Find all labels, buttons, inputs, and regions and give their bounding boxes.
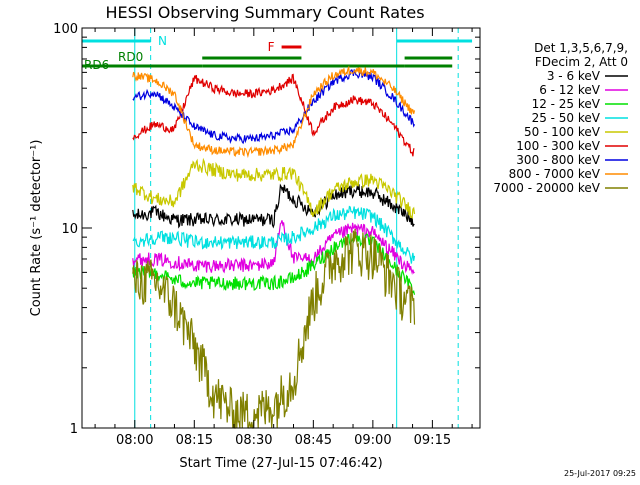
x-tick-label: 08:00: [116, 433, 153, 448]
legend-entry-label: 6 - 12 keV: [539, 83, 601, 97]
legend-entry-label: 3 - 6 keV: [547, 69, 601, 83]
series-line: [132, 65, 416, 159]
y-axis-label: Count Rate (s⁻¹ detector⁻¹): [29, 140, 44, 317]
flare-flag-label: F: [268, 40, 275, 54]
series-line: [132, 73, 415, 157]
legend-header-line-1: Det 1,3,5,6,7,9,: [534, 41, 628, 55]
chart-title: HESSI Observing Summary Count Rates: [105, 3, 424, 22]
x-axis-label: Start Time (27-Jul-15 07:46:42): [179, 456, 382, 471]
x-tick-label: 08:30: [235, 433, 272, 448]
x-tick-label: 09:15: [414, 433, 451, 448]
series-line: [132, 69, 416, 145]
y-tick-label: 1: [70, 422, 78, 437]
legend-entry-label: 7000 - 20000 keV: [493, 181, 600, 195]
x-tick-label: 09:00: [354, 433, 391, 448]
series-line: [132, 231, 416, 295]
legend-entry-label: 50 - 100 keV: [524, 125, 601, 139]
legend-entry-label: 25 - 50 keV: [532, 111, 601, 125]
series-line: [132, 228, 416, 429]
series-line: [132, 183, 415, 229]
series-line: [132, 157, 416, 220]
x-tick-label: 08:15: [176, 433, 213, 448]
series-layer: [132, 65, 416, 429]
legend-entry-label: 100 - 300 keV: [516, 139, 600, 153]
legend: Det 1,3,5,6,7,9, FDecim 2, Att 0 3 - 6 k…: [493, 41, 628, 195]
legend-header-line-2: FDecim 2, Att 0: [535, 55, 628, 69]
y-axis: 1 10 100: [53, 22, 480, 437]
series-line: [132, 205, 416, 264]
x-tick-label: 08:45: [295, 433, 332, 448]
y-tick-label: 100: [53, 22, 78, 37]
series-line: [132, 220, 415, 276]
footer-timestamp: 25-Jul-2017 09:25: [564, 469, 636, 478]
x-axis: 08:00 08:15 08:30 08:45 09:00 09:15: [94, 28, 473, 448]
rd0-flag-label: RD0: [118, 50, 143, 64]
legend-entry-label: 300 - 800 keV: [516, 153, 600, 167]
legend-entry-label: 12 - 25 keV: [532, 97, 601, 111]
night-flag-label: N: [158, 34, 167, 48]
y-tick-label: 10: [61, 222, 78, 237]
legend-entry-label: 800 - 7000 keV: [509, 167, 601, 181]
rd6-flag-label: RD6: [84, 58, 109, 72]
